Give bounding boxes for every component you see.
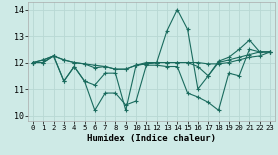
- X-axis label: Humidex (Indice chaleur): Humidex (Indice chaleur): [87, 134, 216, 143]
